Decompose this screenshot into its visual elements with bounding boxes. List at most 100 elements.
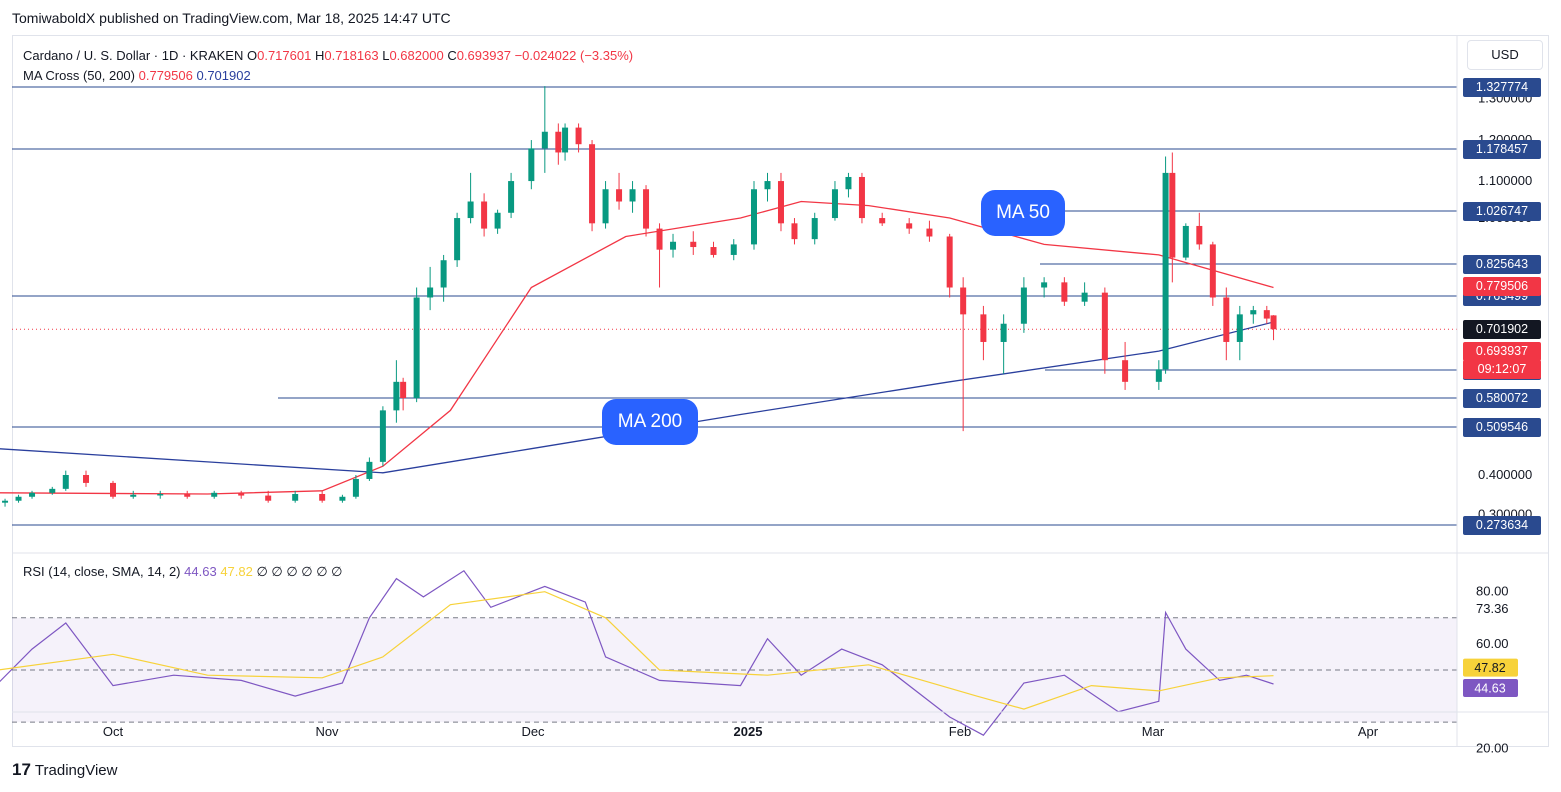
candle-body bbox=[1270, 315, 1277, 330]
candle bbox=[589, 140, 596, 232]
currency-button[interactable]: USD bbox=[1467, 40, 1543, 70]
high-label: H bbox=[314, 48, 325, 63]
low-value: 0.682000 bbox=[389, 48, 444, 63]
candle bbox=[777, 172, 784, 232]
candle-body bbox=[83, 475, 90, 483]
candle bbox=[29, 490, 36, 499]
candle bbox=[238, 490, 245, 499]
candle-body bbox=[926, 228, 933, 237]
rsi-tag: 44.63 bbox=[1474, 681, 1505, 695]
candle bbox=[211, 490, 218, 499]
ma50-annotation[interactable]: MA 50 bbox=[981, 190, 1065, 236]
candle bbox=[831, 181, 838, 221]
candle-body bbox=[643, 189, 650, 229]
candle-body bbox=[1000, 323, 1007, 342]
candle bbox=[1081, 282, 1088, 306]
level-tag: 0.509546 bbox=[1463, 417, 1541, 437]
candle bbox=[845, 172, 852, 198]
candle-body bbox=[845, 176, 852, 190]
high-value: 0.718163 bbox=[324, 48, 379, 63]
candle-body bbox=[656, 228, 663, 250]
tradingview-logo-text: TradingView bbox=[34, 762, 118, 779]
candle bbox=[1236, 305, 1243, 361]
candle bbox=[157, 490, 164, 499]
candle bbox=[710, 241, 717, 258]
time-axis: Oct Nov Dec 2025 Feb Mar Apr bbox=[12, 35, 1549, 747]
candle bbox=[1169, 152, 1176, 283]
countdown-tag: 09:12:07 bbox=[1463, 359, 1541, 379]
candle-body bbox=[157, 493, 164, 496]
rsi-label[interactable]: RSI (14, close, SMA, 14, 2) bbox=[23, 564, 181, 579]
candle bbox=[130, 490, 137, 499]
candle-body bbox=[352, 478, 359, 497]
candle-body bbox=[49, 488, 56, 493]
candle-body bbox=[339, 496, 346, 501]
candle bbox=[1209, 241, 1216, 306]
candle bbox=[1223, 287, 1230, 361]
candle bbox=[494, 209, 501, 234]
candle bbox=[1020, 277, 1027, 333]
candle bbox=[1250, 305, 1257, 324]
candle-body bbox=[831, 189, 838, 219]
candle bbox=[791, 218, 798, 245]
candle bbox=[265, 490, 272, 503]
candle bbox=[643, 185, 650, 237]
ma-cross-label[interactable]: MA Cross (50, 200) bbox=[23, 68, 135, 83]
candle-body bbox=[575, 127, 582, 145]
candle-body bbox=[130, 494, 137, 497]
candle bbox=[616, 172, 623, 210]
time-tick-label: Apr bbox=[1358, 724, 1379, 739]
level-tag: 0.825643 bbox=[1463, 254, 1541, 274]
candle-body bbox=[319, 493, 326, 501]
candle-body bbox=[379, 410, 386, 462]
candle-body bbox=[427, 287, 434, 298]
candle bbox=[690, 231, 697, 255]
chart-frame bbox=[12, 35, 1549, 747]
candle-body bbox=[15, 496, 22, 501]
horizontal-levels-layer bbox=[12, 86, 1457, 526]
moving-averages-layer bbox=[0, 200, 1274, 495]
candle bbox=[946, 233, 953, 298]
candle bbox=[49, 486, 56, 495]
candle-body bbox=[29, 492, 36, 497]
candle bbox=[508, 172, 515, 219]
candle-body bbox=[879, 218, 886, 224]
candle bbox=[379, 406, 386, 467]
rsi-value: 44.63 bbox=[184, 564, 217, 579]
ma50-tag: 0.779506 bbox=[1463, 276, 1541, 296]
candle bbox=[602, 181, 609, 229]
candle-body bbox=[555, 131, 562, 153]
time-tick-label: 2025 bbox=[734, 724, 763, 739]
candle bbox=[83, 470, 90, 487]
candle bbox=[764, 172, 771, 202]
candle bbox=[1196, 212, 1203, 250]
candle bbox=[1000, 314, 1007, 374]
low-label: L bbox=[382, 48, 390, 63]
symbol-label[interactable]: Cardano / U. S. Dollar · 1D · KRAKEN bbox=[23, 48, 244, 63]
candle-body bbox=[670, 241, 677, 250]
candle-body bbox=[1122, 360, 1129, 382]
candle-body bbox=[980, 314, 987, 342]
ma50-line bbox=[0, 200, 1274, 495]
candle-body bbox=[494, 212, 501, 229]
candle-body bbox=[292, 493, 299, 501]
candle-body bbox=[265, 495, 272, 501]
rsi-tick-label: 73.36 bbox=[1476, 601, 1509, 616]
time-tick-label: Nov bbox=[315, 724, 339, 739]
candle bbox=[750, 181, 757, 250]
candle bbox=[555, 123, 562, 165]
candle-body bbox=[777, 181, 784, 224]
ma50-value: 0.779506 bbox=[138, 68, 193, 83]
candle-body bbox=[1162, 172, 1169, 370]
open-label: O bbox=[246, 48, 258, 63]
ma200-annotation[interactable]: MA 200 bbox=[602, 399, 698, 445]
rsi-line bbox=[0, 569, 1274, 736]
candle bbox=[811, 212, 818, 245]
level-tag: 0.273634 bbox=[1463, 515, 1541, 535]
candle bbox=[1041, 277, 1048, 298]
level-tag: 0.580072 bbox=[1463, 388, 1541, 408]
candle bbox=[292, 490, 299, 503]
tradingview-logo[interactable]: 17 TradingView bbox=[12, 760, 117, 780]
candle-body bbox=[1081, 292, 1088, 302]
